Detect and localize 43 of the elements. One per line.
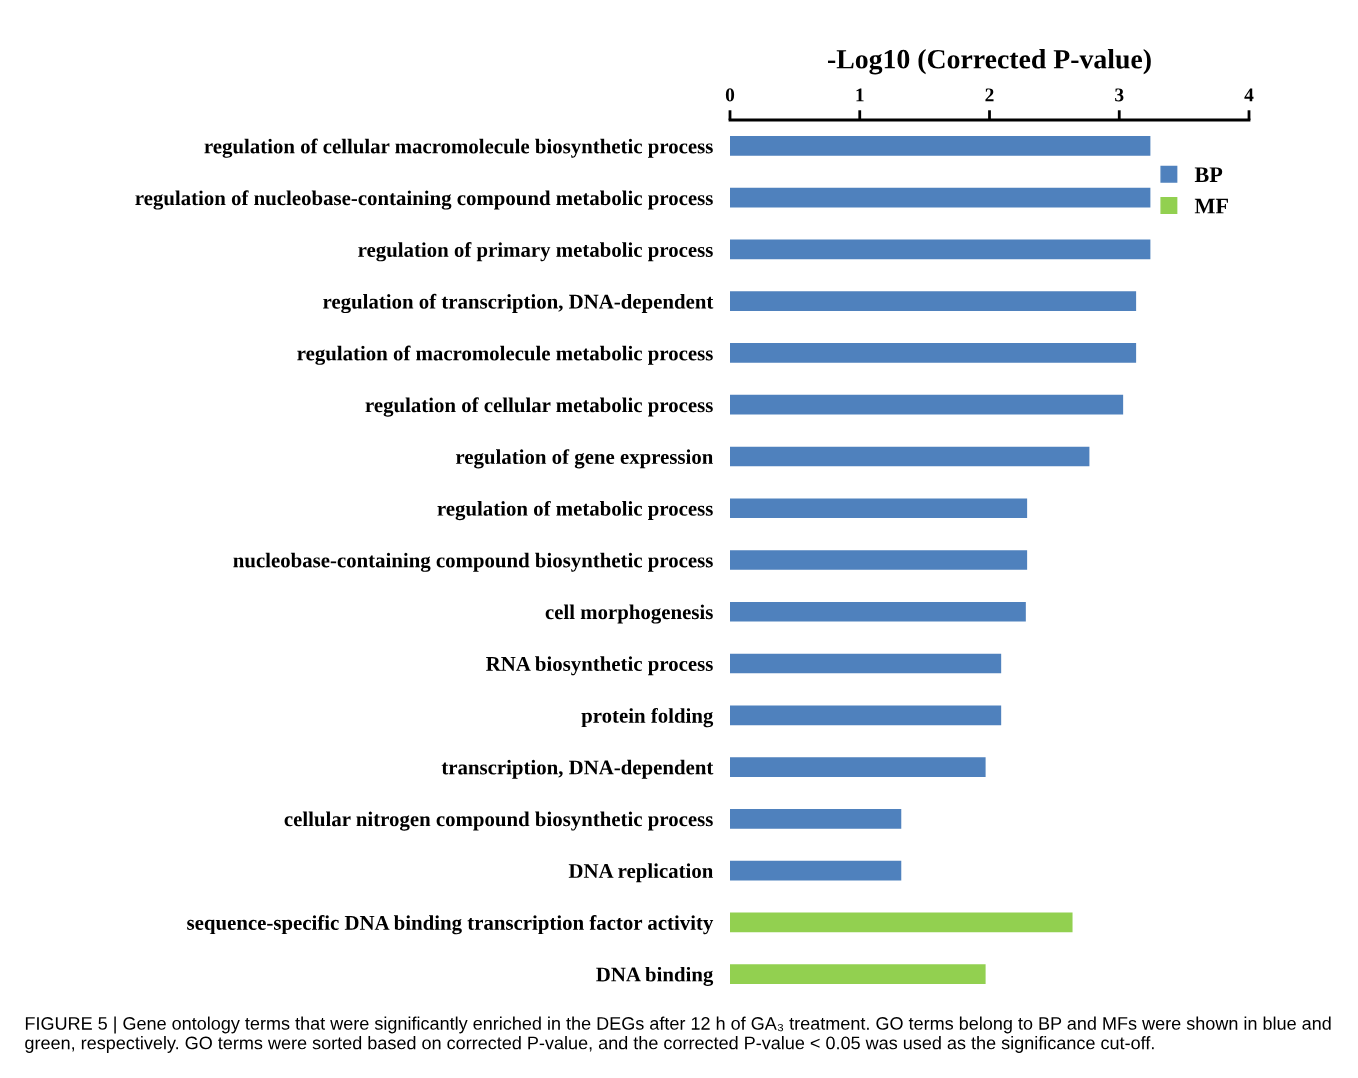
y-tick-label: DNA binding [596, 966, 714, 986]
y-tick-label: DNA replication [568, 863, 714, 883]
legend-label: BP [1194, 167, 1223, 183]
y-tick-label: regulation of metabolic process [437, 500, 713, 521]
bar [730, 550, 1028, 570]
bar [730, 653, 1002, 674]
y-tick-label: protein folding [581, 707, 714, 728]
x-tick-label: 1 [856, 88, 864, 102]
bar [730, 912, 1073, 933]
y-tick-label: sequence-specific DNA binding transcription factor activity [187, 915, 714, 935]
x-tick-label: 2 [985, 88, 994, 102]
bar [730, 394, 1124, 415]
x-tick-label: 3 [1115, 88, 1124, 102]
bar [730, 808, 902, 829]
bar [730, 136, 1151, 156]
y-tick-label: regulation of macromolecule metabolic process [297, 345, 713, 365]
bar [730, 498, 1028, 519]
y-tick-label: regulation of transcription, DNA-dependent [323, 293, 714, 314]
bar [730, 601, 1026, 622]
bar [730, 705, 1002, 726]
y-tick-label: RNA biosynthetic process [486, 656, 713, 676]
y-tick-label: transcription, DNA-dependent [441, 759, 714, 779]
y-tick-label: regulation of nucleobase-containing compound metabolic process [135, 190, 713, 210]
bar [730, 446, 1090, 467]
y-tick-label: regulation of cellular macromolecule biosynthetic process [204, 138, 713, 158]
caption: FIGURE 5 | Gene ontology terms that were significantly enriched in the DEGs after 12 h of GA₃ treatment. GO terms belong to BP and MFs were shown in blue and green, respectively. GO terms were sorted based on corrected P-value, and the corrected P-value < 0.05 was used as the significance cut-off. [25, 1016, 1331, 1053]
bar [730, 757, 986, 777]
y-tick-label: cellular nitrogen compound biosynthetic process [284, 811, 713, 831]
y-tick-label: cell morphogenesis [545, 604, 713, 624]
bar [730, 343, 1137, 363]
x-tick-label: 4 [1244, 88, 1254, 102]
y-tick-label: regulation of cellular metabolic process [365, 397, 713, 417]
y-tick-label: nucleobase-containing compound biosynthetic process [233, 552, 713, 572]
bar [730, 860, 902, 881]
y-tick-label: regulation of primary metabolic process [358, 242, 713, 262]
bar [730, 964, 986, 984]
bar [730, 239, 1151, 260]
x-tick-label: 0 [725, 88, 735, 102]
x-axis-title: -Log10 (Corrected P-value) [828, 49, 1151, 75]
legend-label: MF [1194, 198, 1228, 214]
y-tick-label: regulation of gene expression [455, 449, 714, 469]
bar [730, 291, 1137, 312]
bar [730, 187, 1151, 208]
